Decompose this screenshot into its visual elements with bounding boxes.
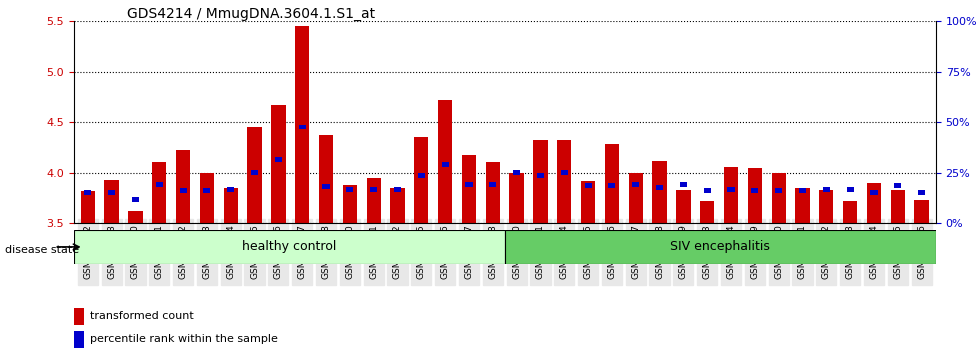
Bar (605, 144, 619, 223)
Bar (84, 190, 91, 195)
Bar (676, 190, 691, 223)
Bar (74, 308, 84, 325)
Bar (318, 135, 333, 223)
Bar (417, 173, 425, 178)
Bar (227, 187, 234, 192)
Bar (771, 173, 786, 223)
Bar (584, 183, 592, 188)
Bar (466, 182, 472, 187)
Text: disease state: disease state (5, 245, 79, 255)
Bar (537, 173, 544, 178)
Bar (343, 185, 357, 223)
Bar (390, 188, 405, 223)
Bar (486, 162, 500, 223)
Bar (700, 201, 714, 223)
Bar (105, 179, 119, 223)
Bar (775, 188, 782, 193)
Bar (394, 187, 401, 192)
Bar (843, 201, 858, 223)
Bar (299, 125, 306, 130)
Text: percentile rank within the sample: percentile rank within the sample (90, 335, 278, 344)
Bar (724, 166, 738, 223)
Bar (108, 190, 116, 195)
Text: healthy control: healthy control (242, 240, 336, 253)
Bar (533, 140, 548, 223)
Text: SIV encephalitis: SIV encephalitis (670, 240, 770, 253)
Bar (581, 181, 595, 223)
Bar (462, 155, 476, 223)
Bar (74, 230, 505, 264)
Bar (894, 183, 902, 188)
Bar (370, 187, 377, 192)
Bar (415, 137, 428, 223)
Bar (914, 200, 929, 223)
Bar (176, 150, 190, 223)
Bar (628, 173, 643, 223)
Bar (748, 167, 762, 223)
Bar (557, 140, 571, 223)
Bar (918, 190, 925, 195)
Bar (200, 173, 214, 223)
Bar (823, 187, 830, 192)
Bar (847, 187, 854, 192)
Bar (799, 188, 807, 193)
Bar (251, 170, 258, 175)
Bar (609, 183, 615, 188)
Text: GDS4214 / MmugDNA.3604.1.S1_at: GDS4214 / MmugDNA.3604.1.S1_at (127, 7, 375, 21)
Bar (80, 191, 95, 223)
Bar (156, 182, 163, 187)
Bar (632, 182, 639, 187)
Bar (203, 188, 211, 193)
Bar (656, 185, 663, 190)
Text: transformed count: transformed count (90, 312, 194, 321)
Bar (152, 162, 167, 223)
Bar (514, 170, 520, 175)
Bar (74, 331, 84, 348)
Bar (322, 184, 329, 189)
Bar (438, 100, 453, 223)
Bar (561, 170, 567, 175)
Bar (505, 230, 936, 264)
Bar (653, 161, 666, 223)
Bar (132, 198, 139, 202)
Bar (442, 162, 449, 167)
Bar (704, 188, 710, 193)
Bar (819, 190, 833, 223)
Bar (367, 178, 381, 223)
Bar (796, 188, 809, 223)
Bar (752, 188, 759, 193)
Bar (223, 188, 238, 223)
Bar (510, 173, 523, 223)
Bar (727, 187, 735, 192)
Bar (489, 182, 496, 187)
Bar (867, 183, 881, 223)
Bar (271, 105, 285, 223)
Bar (680, 182, 687, 187)
Bar (128, 211, 142, 223)
Bar (891, 190, 905, 223)
Bar (247, 127, 262, 223)
Bar (870, 190, 877, 195)
Bar (346, 187, 354, 192)
Bar (295, 26, 310, 223)
Bar (179, 188, 186, 193)
Bar (274, 157, 282, 162)
